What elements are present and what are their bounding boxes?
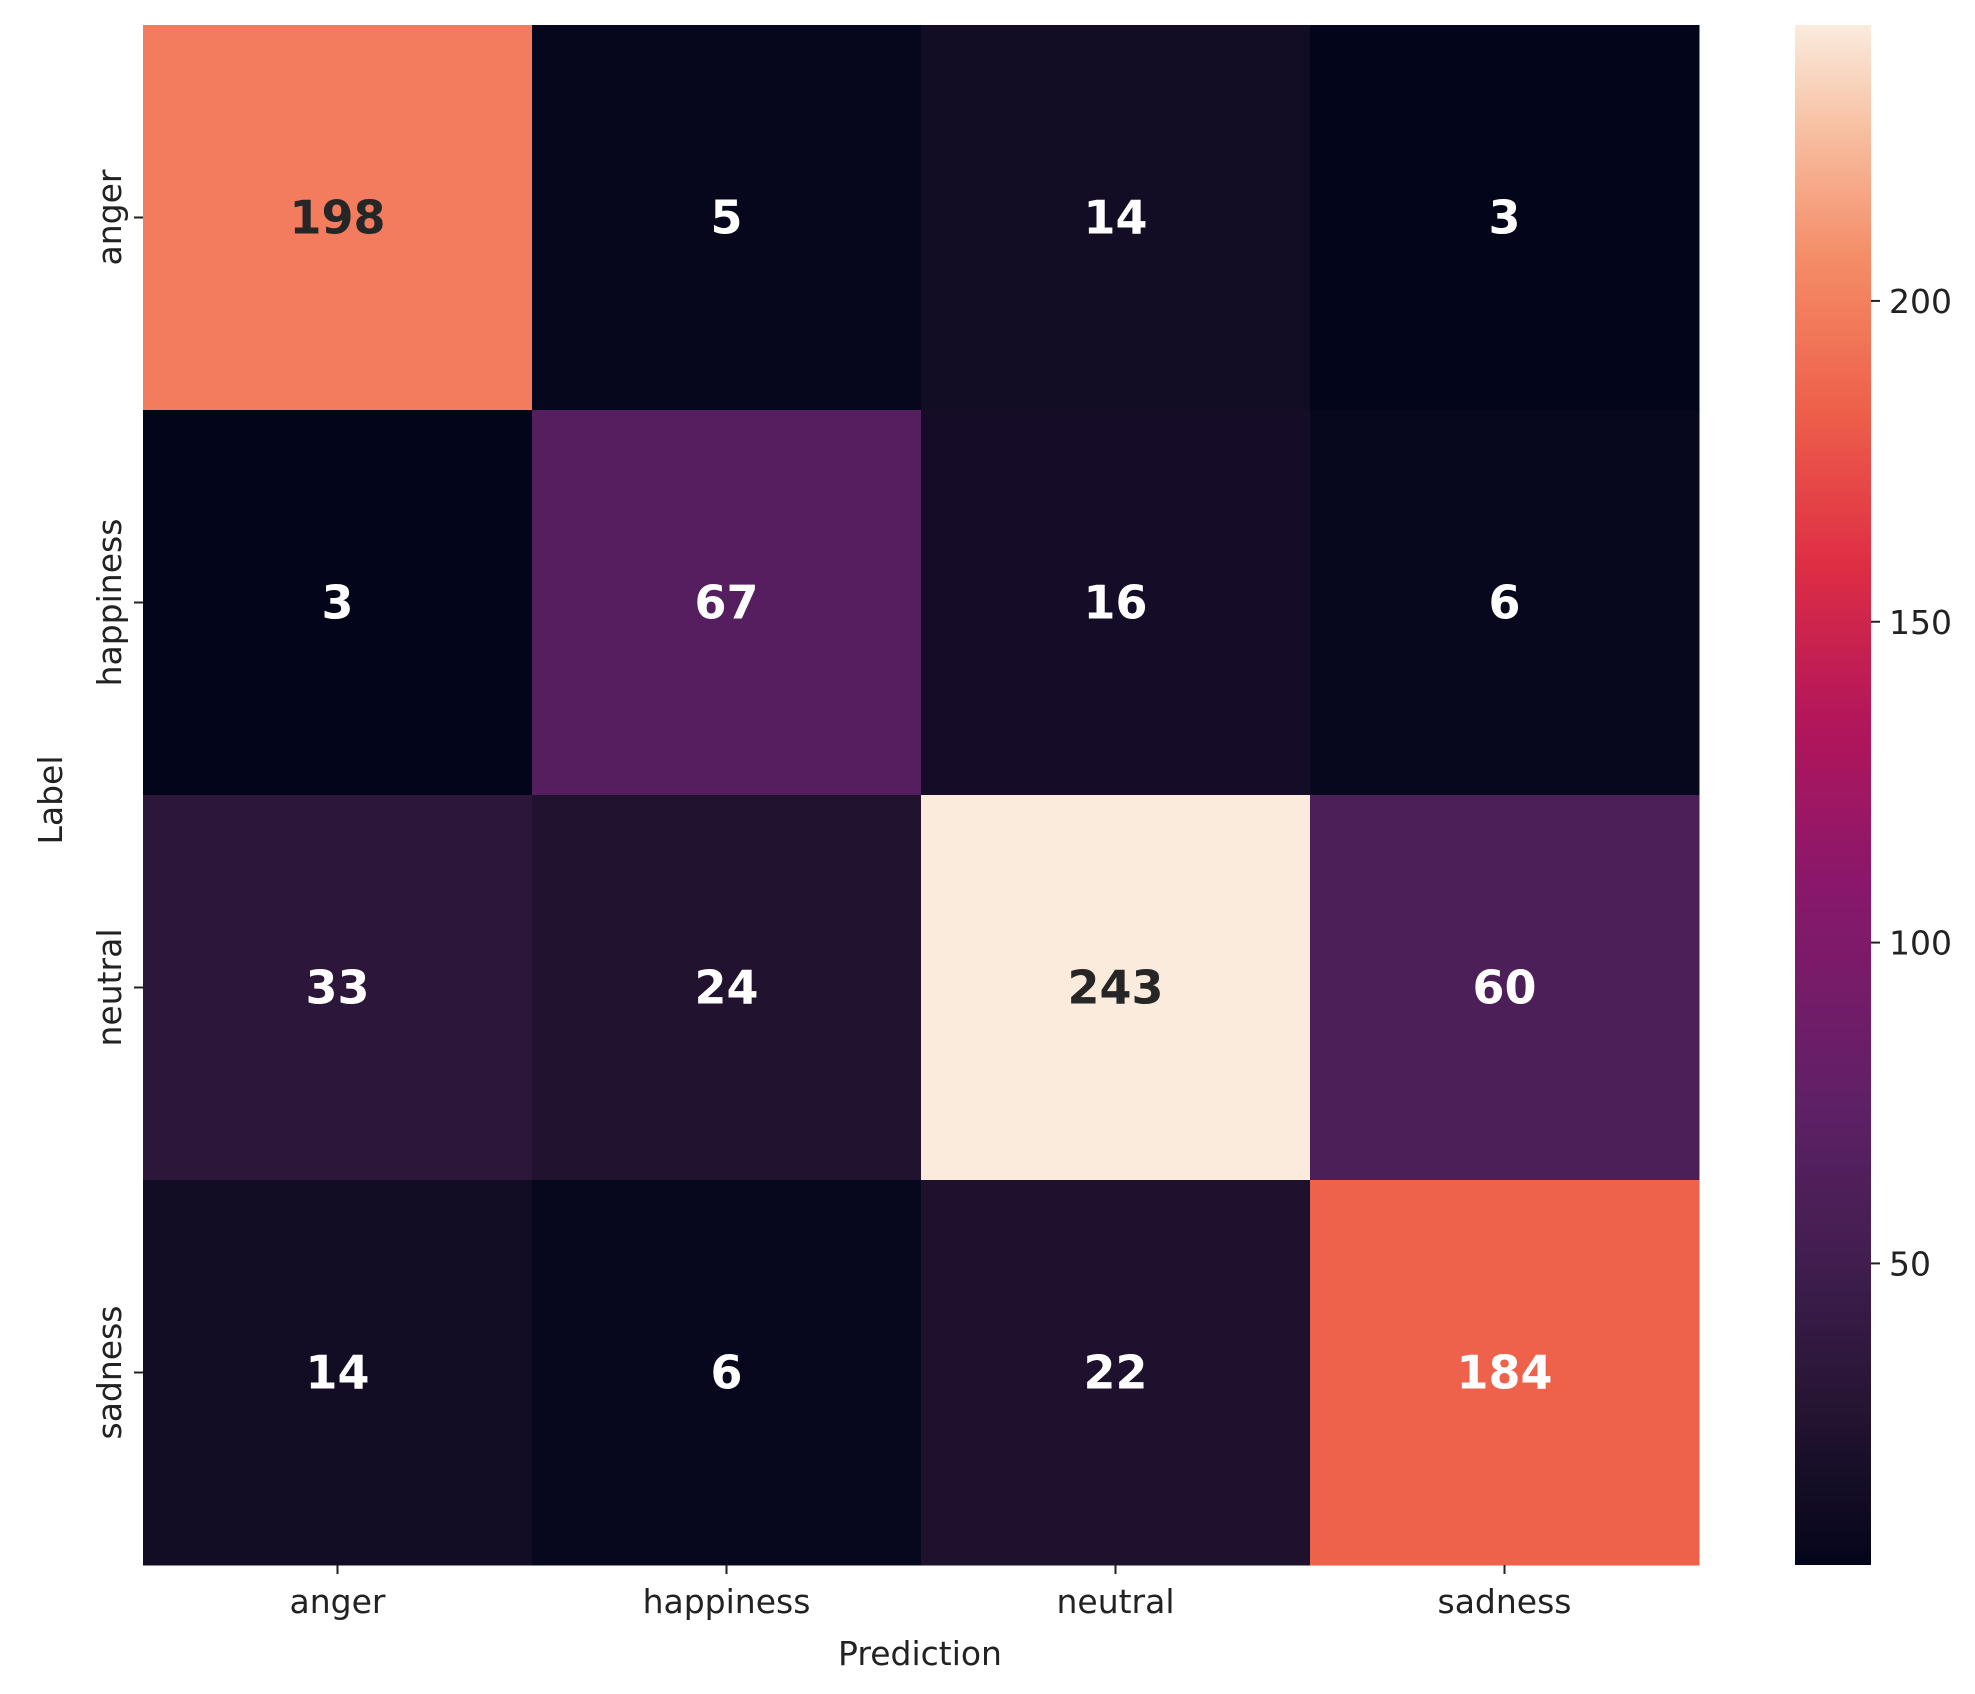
- heatmap-cell-sadness-sadness: [1310, 1180, 1700, 1566]
- colorbar-tick-label: 200: [1889, 282, 1952, 321]
- heatmap-cell-neutral-sadness: [1310, 795, 1700, 1181]
- cell-value-label: 24: [694, 961, 758, 1015]
- y-tick-label-anger: anger: [90, 169, 129, 265]
- y-tick-label-sadness: sadness: [90, 1306, 129, 1440]
- y-axis-title: Label: [31, 755, 70, 844]
- heatmap-cell-happiness-sadness: [1310, 410, 1700, 796]
- cell-value-label: 14: [305, 1346, 369, 1400]
- cell-value-label: 60: [1472, 961, 1536, 1015]
- heatmap-cell-sadness-neutral: [921, 1180, 1311, 1566]
- heatmap-cell-neutral-neutral: [921, 795, 1311, 1181]
- heatmap-cell-sadness-happiness: [532, 1180, 922, 1566]
- colorbar-ticks: 50 100 150 200: [1871, 282, 1952, 1283]
- cell-value-label: 22: [1083, 1346, 1147, 1400]
- heatmap-cell-neutral-happiness: [532, 795, 922, 1181]
- y-axis-ticks: anger happiness neutral sadness: [90, 169, 143, 1439]
- heatmap-cell-anger-anger: [143, 25, 533, 411]
- cell-value-label: 67: [694, 576, 758, 630]
- colorbar-gradient: [1795, 25, 1871, 1565]
- cell-value-label: 3: [321, 576, 353, 630]
- colorbar-tick-label: 50: [1889, 1244, 1931, 1283]
- x-tick-label-neutral: neutral: [1056, 1582, 1174, 1621]
- colorbar-tick-label: 150: [1889, 603, 1952, 642]
- cell-value-label: 184: [1456, 1346, 1552, 1400]
- cell-value-label: 6: [710, 1346, 742, 1400]
- heatmap-cells: [143, 25, 1700, 1566]
- colorbar-tick-label: 100: [1889, 924, 1952, 963]
- x-axis-ticks: anger happiness neutral sadness: [290, 1565, 1572, 1621]
- x-tick-label-sadness: sadness: [1438, 1582, 1572, 1621]
- cell-value-label: 3: [1488, 191, 1520, 245]
- cell-value-label: 5: [710, 191, 742, 245]
- heatmap-cell-happiness-neutral: [921, 410, 1311, 796]
- heatmap-cell-happiness-anger: [143, 410, 533, 796]
- heatmap-cell-anger-happiness: [532, 25, 922, 411]
- heatmap-cell-happiness-happiness: [532, 410, 922, 796]
- cell-value-label: 16: [1083, 576, 1147, 630]
- y-tick-label-happiness: happiness: [90, 519, 129, 687]
- heatmap-cell-sadness-anger: [143, 1180, 533, 1566]
- heatmap-cell-anger-sadness: [1310, 25, 1700, 411]
- cell-value-label: 198: [289, 191, 385, 245]
- cell-value-label: 14: [1083, 191, 1147, 245]
- cell-value-label: 243: [1067, 961, 1163, 1015]
- heatmap-cell-neutral-anger: [143, 795, 533, 1181]
- cell-value-label: 33: [305, 961, 369, 1015]
- x-tick-label-anger: anger: [290, 1582, 386, 1621]
- x-axis-title: Prediction: [838, 1634, 1002, 1673]
- colorbar: [1795, 25, 1871, 1565]
- x-tick-label-happiness: happiness: [643, 1582, 811, 1621]
- cell-value-label: 6: [1488, 576, 1520, 630]
- heatmap-cell-anger-neutral: [921, 25, 1311, 411]
- y-tick-label-neutral: neutral: [90, 928, 129, 1046]
